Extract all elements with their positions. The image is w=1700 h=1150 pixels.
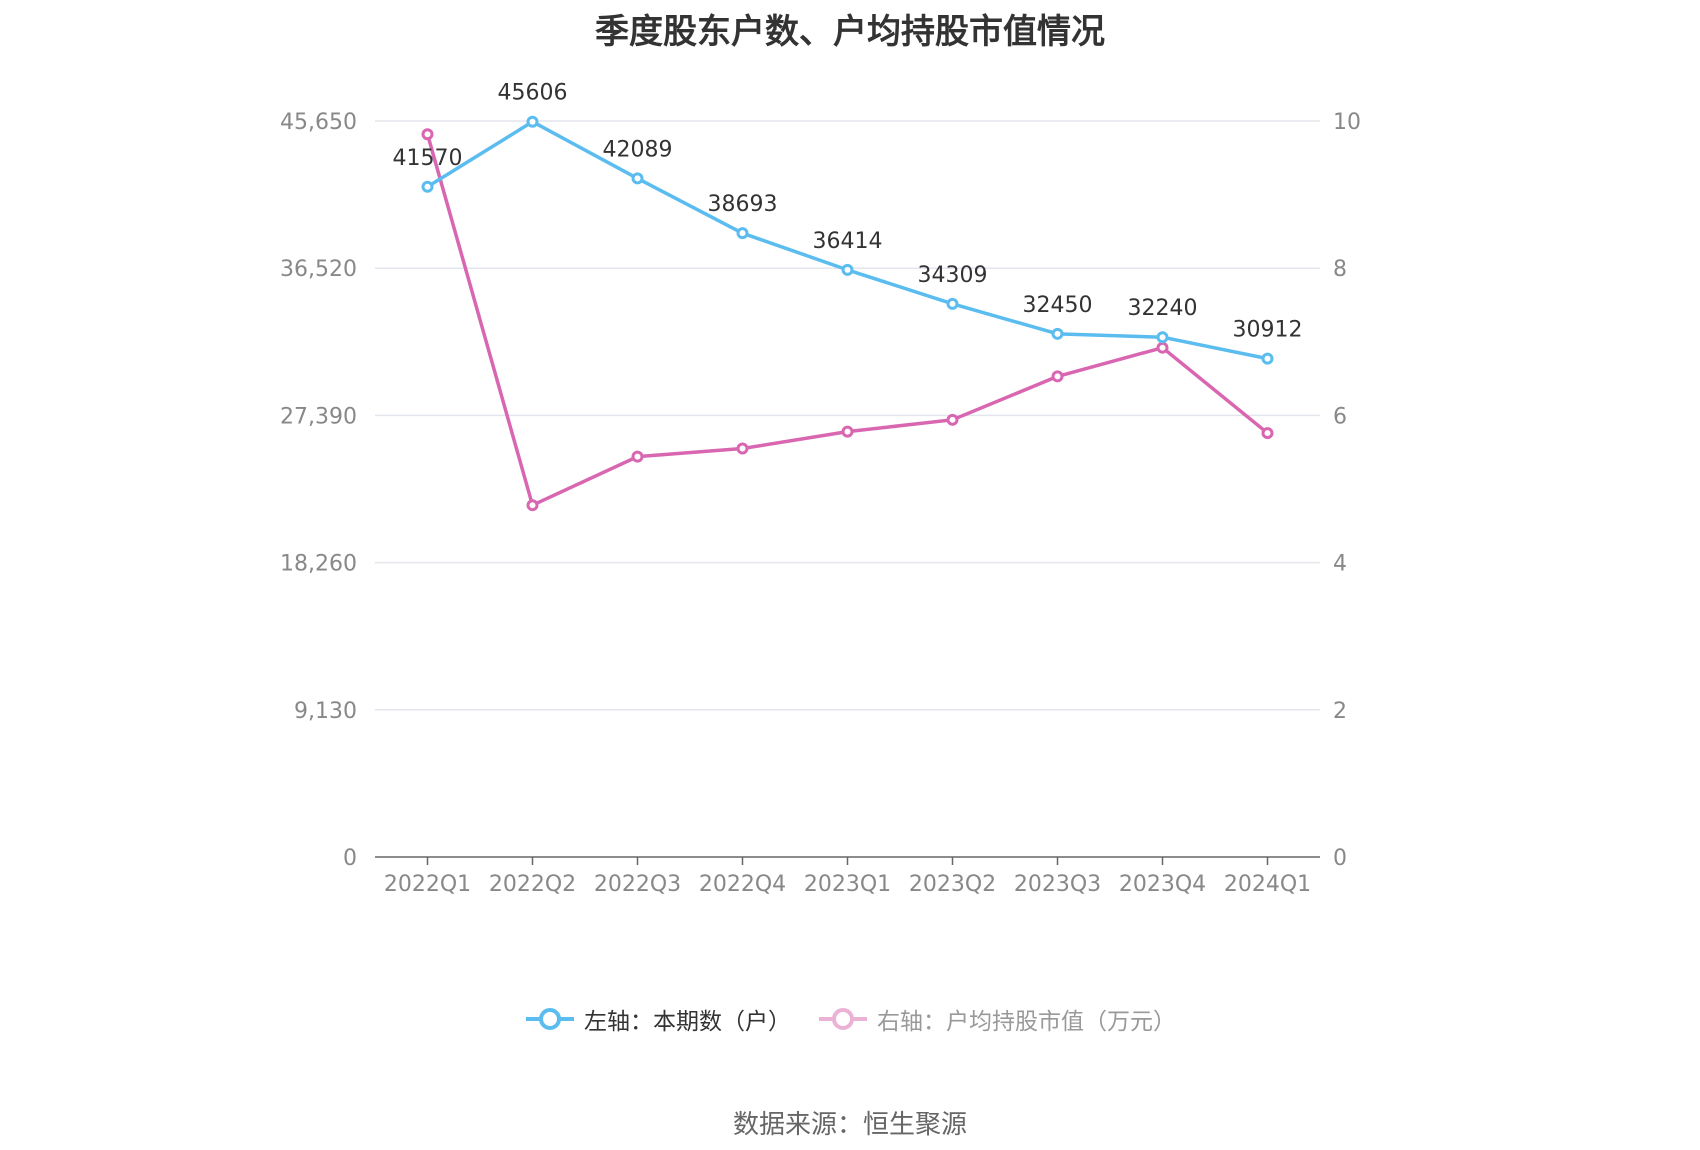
data-point [1051,370,1064,383]
x-tick-label: 2022Q4 [699,872,786,897]
data-label: 30912 [1233,318,1303,343]
legend-label-households: 左轴：本期数（户） [584,1009,791,1035]
x-tick-label: 2023Q2 [909,872,996,897]
legend-item-households[interactable]: 左轴：本期数（户） [524,1002,791,1036]
source-note: 数据来源：恒生聚源 [732,1110,967,1140]
data-point [946,413,959,426]
legend-line-circle-icon [526,1008,574,1030]
data-label: 32450 [1023,293,1093,318]
x-tick-label: 2023Q3 [1014,872,1101,897]
data-point [421,180,434,193]
data-labels: 41570 45606 42089 38693 36414 34309 32450 32240… [393,81,1303,343]
y-right-tick-label: 6 [1333,404,1347,429]
data-point [421,128,434,141]
data-label: 34309 [918,263,988,288]
data-point [736,227,749,240]
x-tick-label: 2024Q1 [1224,872,1311,897]
data-point [1156,331,1169,344]
data-point [1156,341,1169,354]
legend: 左轴：本期数（户） 右轴：户均持股市值（万元） [0,1002,1700,1036]
data-point [946,297,959,310]
legend-line-circle-icon [819,1008,867,1030]
legend-label-avg-value: 右轴：户均持股市值（万元） [877,1009,1176,1035]
data-point [631,450,644,463]
data-point [631,172,644,185]
chart-title: 季度股东户数、户均持股市值情况 [595,12,1105,52]
y-left-tick-label: 9,130 [294,699,357,724]
x-tick-label: 2023Q1 [804,872,891,897]
data-point [841,425,854,438]
x-tick-label: 2022Q1 [384,872,471,897]
data-point [1261,352,1274,365]
data-label: 38693 [708,192,778,217]
x-tick-label: 2023Q4 [1119,872,1206,897]
series-layer [421,115,1274,512]
data-point [526,115,539,128]
data-point [1261,427,1274,440]
data-label: 45606 [498,81,568,106]
x-tick-label: 2022Q3 [594,872,681,897]
data-label: 36414 [813,229,883,254]
data-label: 42089 [603,137,673,162]
y-left-tick-label: 27,390 [280,404,357,429]
y-right-tick-label: 10 [1333,110,1361,135]
data-point [526,499,539,512]
data-label: 41570 [393,146,463,171]
y-left-tick-label: 18,260 [280,552,357,577]
data-point [1051,327,1064,340]
data-point [736,442,749,455]
y-right-tick-label: 2 [1333,699,1347,724]
y-right-tick-label: 4 [1333,552,1347,577]
y-left-tick-label: 45,650 [280,110,357,135]
data-label: 32240 [1128,296,1198,321]
y-left-tick-label: 36,520 [280,257,357,282]
data-point [841,263,854,276]
y-right-tick-label: 8 [1333,257,1347,282]
legend-item-avg-value[interactable]: 右轴：户均持股市值（万元） [817,1002,1176,1036]
grid-lines [375,120,1320,711]
axes: 0 0 9,130 2 18,260 4 27,390 6 36,520 8 45,650 10 202… [280,110,1361,897]
y-right-tick-label: 0 [1333,846,1347,871]
y-left-tick-label: 0 [343,846,357,871]
x-tick-label: 2022Q2 [489,872,576,897]
